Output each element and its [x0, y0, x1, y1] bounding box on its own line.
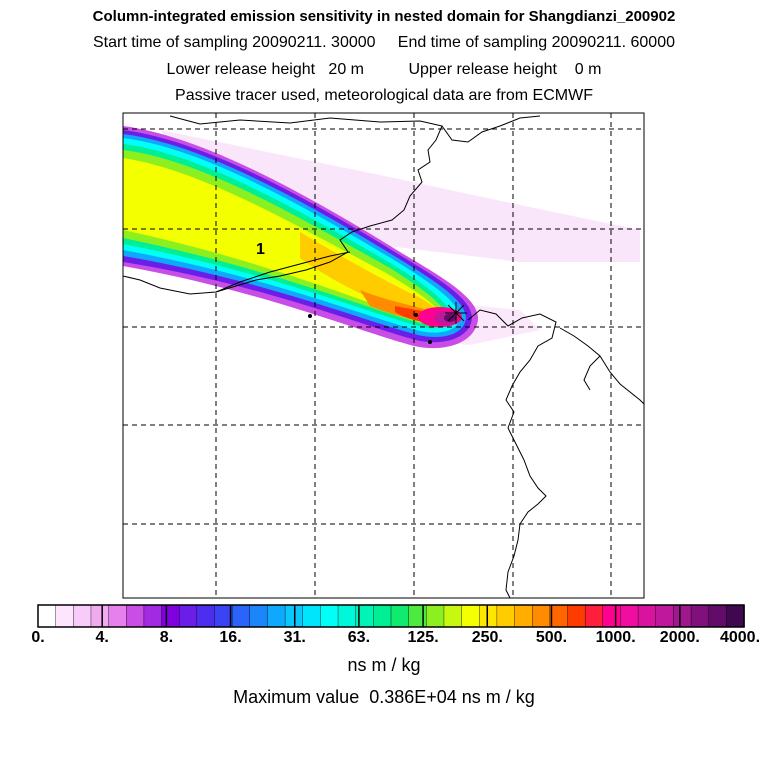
colorbar-cell: [514, 604, 533, 628]
max-value-label: Maximum value 0.386E+04 ns m / kg: [233, 687, 535, 707]
colorbar-tick-label: 8.: [159, 629, 174, 646]
coastlines: [123, 115, 644, 598]
colorbar-cell: [337, 604, 357, 628]
colorbar-cell: [73, 604, 92, 628]
figure-title: Column-integrated emission sensitivity i…: [92, 8, 676, 25]
colorbar-cell: [549, 604, 569, 628]
colorbar-cell: [567, 604, 586, 628]
colorbar-cell: [373, 604, 392, 628]
colorbar-cell: [620, 604, 639, 628]
colorbar-tick-label: 250.: [471, 629, 503, 646]
colorbar-cell: [496, 604, 516, 628]
colorbar-cell: [231, 604, 251, 628]
colorbar-cell: [637, 604, 657, 628]
colorbar-cell: [143, 604, 163, 628]
colorbar-cell: [479, 604, 498, 628]
colorbar-tick-label: 500.: [535, 629, 568, 646]
colorbar-cell: [673, 604, 692, 628]
colorbar-cell: [708, 604, 728, 628]
colorbar-cell: [532, 604, 551, 628]
cluster-label: 1: [256, 241, 265, 258]
tracer-info-line: Passive tracer used, meteorological data…: [175, 87, 593, 104]
colorbar-cell: [37, 604, 57, 628]
colorbar-cell: [602, 604, 622, 628]
colorbar-cell: [320, 604, 339, 628]
units-label: ns m / kg: [347, 655, 421, 675]
colorbar-tick-label: 1000.: [595, 629, 636, 646]
colorbar-cell: [690, 604, 710, 628]
colorbar-tick-label: 2000.: [659, 629, 700, 646]
colorbar-tick-label: 16.: [219, 629, 242, 646]
colorbar-cell: [726, 604, 745, 628]
colorbar-cell: [655, 604, 675, 628]
plume-field: [123, 126, 640, 349]
colorbar-cell: [90, 604, 110, 628]
map-frame: [122, 112, 645, 599]
colorbar-cell: [267, 604, 286, 628]
colorbar-cell: [55, 604, 75, 628]
receptor-star-icon: [445, 302, 467, 324]
colorbar-tick-label: 0.: [31, 629, 45, 646]
colorbar-cell: [249, 604, 269, 628]
colorbar-cell: [196, 604, 216, 628]
colorbar-frame: [37, 604, 745, 628]
colorbar-cell: [178, 604, 198, 628]
colorbar-cell: [461, 604, 480, 628]
colorbar-tick-label: 63.: [347, 629, 371, 646]
colorbar-tick-labels: 0. 4. 8. 16. 31. 63. 125. 250. 500. 1000. 2000. 400…: [0, 629, 768, 651]
colorbar-tick-label: 31.: [283, 629, 306, 646]
colorbar-cell: [426, 604, 445, 628]
colorbar-cell: [584, 604, 604, 628]
colorbar-cell: [390, 604, 410, 628]
colorbar-tick-label: 4000.: [719, 629, 761, 646]
colorbar-tick-label: 125.: [407, 629, 439, 646]
release-height-line: Lower release height 20 m Upper release …: [166, 61, 602, 78]
sampling-time-line: Start time of sampling 20090211. 30000 E…: [92, 34, 675, 51]
colorbar-cell: [408, 604, 427, 628]
graticule: [123, 113, 644, 598]
station-dots: [308, 313, 432, 344]
colorbar-tick-label: 4.: [95, 629, 109, 646]
colorbar-cell: [126, 604, 145, 628]
colorbar-cell: [161, 604, 180, 628]
colorbar-cell: [302, 604, 322, 628]
colorbar-cell: [443, 604, 463, 628]
colorbar-cell: [108, 604, 127, 628]
